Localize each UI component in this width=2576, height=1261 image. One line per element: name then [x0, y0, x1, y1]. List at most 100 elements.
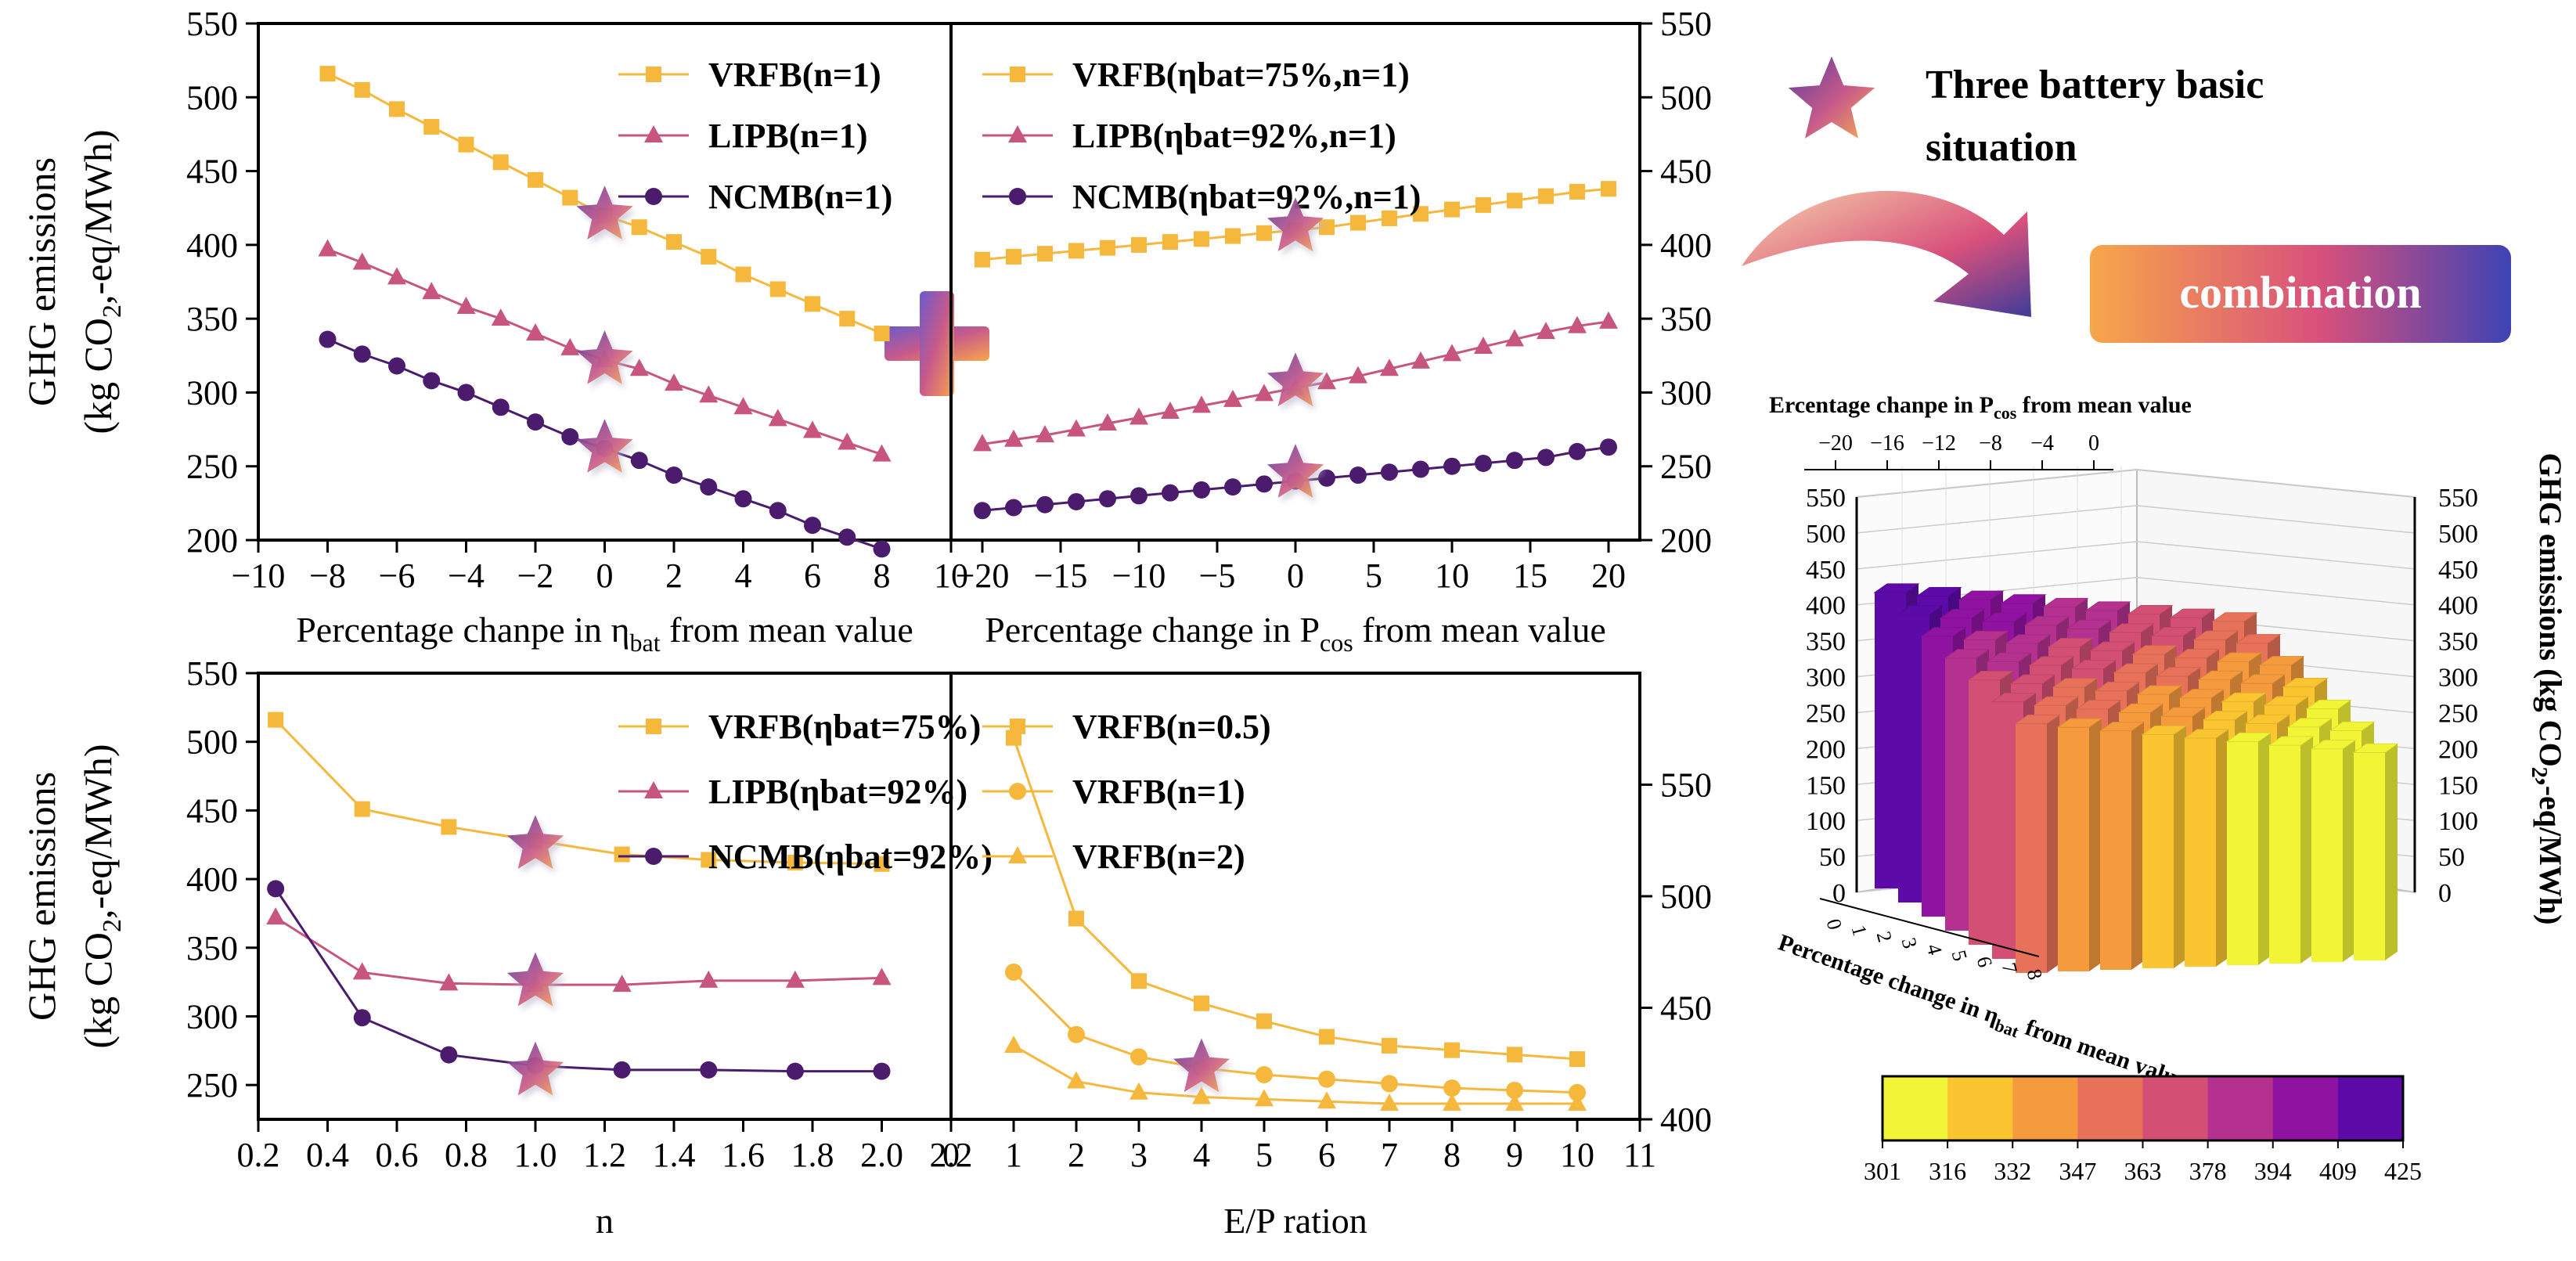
data-point: [457, 384, 475, 402]
data-point: [1068, 1025, 1085, 1043]
data-point: [388, 357, 405, 375]
y-label-line2: (kg CO: [76, 932, 120, 1049]
data-point: [1474, 336, 1493, 354]
colorbar-tick-label: 316: [1929, 1157, 1966, 1185]
highlight-star-icon: [1173, 1038, 1230, 1093]
data-point: [1601, 181, 1616, 197]
legend-star-icon: [1788, 56, 1875, 139]
bar-side: [2300, 737, 2313, 964]
data-point: [666, 234, 682, 250]
bar-top: [2070, 659, 2117, 670]
colorbar-tick-label: 347: [2059, 1157, 2096, 1185]
x-tick-label: −5: [1199, 557, 1236, 595]
x-tick-label: 10: [934, 557, 968, 595]
legend-marker: [644, 125, 663, 142]
bar-top: [2127, 605, 2174, 615]
star-label-line2: situation: [1926, 125, 2077, 170]
x-label-text: from mean value: [1353, 610, 1606, 650]
x-tick-label: −20: [956, 557, 1010, 595]
data-point: [1600, 438, 1617, 456]
bar-front: [2058, 727, 2089, 971]
x-tick-label: 9: [1506, 1136, 1523, 1174]
top-axis-tick-label: −8: [1979, 431, 2002, 456]
bar-top: [2155, 667, 2202, 677]
z-tick-label-right: 200: [2438, 735, 2478, 764]
data-point: [735, 266, 751, 283]
z-tick-label-left: 400: [1806, 592, 1846, 621]
x-tick-label: 7: [1381, 1136, 1398, 1174]
data-point: [1349, 467, 1367, 485]
bottom-label-subscript: bat: [1992, 1015, 2022, 1042]
data-point: [1568, 1093, 1587, 1111]
data-point: [1130, 1048, 1147, 1066]
bar-top: [2178, 689, 2225, 699]
bar-top: [2033, 696, 2080, 706]
z-tick-label-right: 0: [2438, 879, 2452, 908]
bar-top: [2131, 645, 2178, 655]
legend-marker: [1009, 783, 1026, 800]
colorbar-segment: [1882, 1076, 1948, 1140]
data-point: [838, 528, 856, 546]
bar-top: [2075, 700, 2122, 710]
data-point: [422, 282, 441, 300]
x-label-text: Percentage change in P: [985, 610, 1320, 650]
plot-frame: [949, 672, 1641, 1121]
highlight-star-icon: [506, 952, 564, 1007]
bar-top: [2282, 678, 2329, 688]
series-line-1: [275, 916, 882, 986]
bar-top: [2183, 729, 2230, 739]
chart-bottom_left: 0.2 0.4 0.6 0.8 1.0 1.2 1.4 1.6 1.8 2.0 2.2 250 300 3…: [20, 654, 993, 1241]
x-tick-label: 0.8: [445, 1136, 488, 1174]
data-point: [1224, 478, 1241, 496]
x-tick-label: 2.2: [930, 1136, 973, 1174]
grid-line: [1856, 469, 2138, 498]
legend-label: NCMB(n=1): [708, 178, 892, 216]
y-tick-label: 350: [186, 300, 238, 338]
bottom-label-text: Percentage change in η: [1775, 929, 2002, 1029]
data-point: [354, 801, 370, 817]
colorbar-tick-label: 409: [2319, 1157, 2357, 1185]
colorbar-segment: [2077, 1076, 2143, 1140]
data-point: [441, 819, 457, 835]
series-line-0: [1012, 737, 1578, 1061]
star-label-line1: Three battery basic: [1926, 63, 2264, 107]
top-label-text: from mean value: [2016, 392, 2192, 418]
z-axis-label: GHG emissions (kg CO2,-eq/MWh): [2527, 453, 2568, 925]
data-point: [1412, 460, 1429, 478]
data-point: [319, 66, 336, 82]
data-point: [1036, 425, 1054, 443]
bar-side: [2131, 722, 2144, 970]
y-tick-label: 550: [186, 654, 238, 693]
x-tick-label: 15: [1513, 557, 1547, 595]
data-point: [1317, 372, 1336, 390]
bar-top: [2028, 656, 2075, 666]
data-point: [527, 413, 544, 431]
data-point: [352, 252, 372, 270]
z-tick-label-right: 150: [2438, 771, 2478, 800]
data-point: [1443, 1079, 1461, 1097]
top-axis-label: Ercentage chanpe in Pcos from mean value: [1769, 392, 2192, 423]
data-point: [1380, 1093, 1399, 1111]
bottom-axis-tick-label: 7: [1998, 960, 2022, 976]
highlight-star-icon: [576, 186, 633, 240]
legend-marker: [1010, 719, 1025, 734]
bar-front: [2142, 734, 2174, 968]
highlight-star-icon: [1266, 352, 1324, 406]
grid-line: [2136, 576, 2416, 606]
legend-label: NCMB(ηbat=92%): [708, 838, 993, 876]
y-tick-label: 200: [1660, 521, 1712, 560]
top-axis-tick-label: 0: [2088, 431, 2099, 456]
bar-top: [2136, 685, 2183, 695]
x-tick-label: 0: [596, 557, 614, 595]
y-label-line1: GHG emissions: [20, 772, 63, 1021]
legend-marker: [646, 719, 661, 734]
data-point: [1256, 475, 1273, 493]
data-point: [1192, 395, 1211, 413]
data-point: [734, 490, 752, 508]
bar-top: [1915, 586, 1962, 597]
legend-marker: [1008, 125, 1027, 142]
bar-top: [2202, 711, 2249, 721]
data-point: [769, 281, 786, 297]
